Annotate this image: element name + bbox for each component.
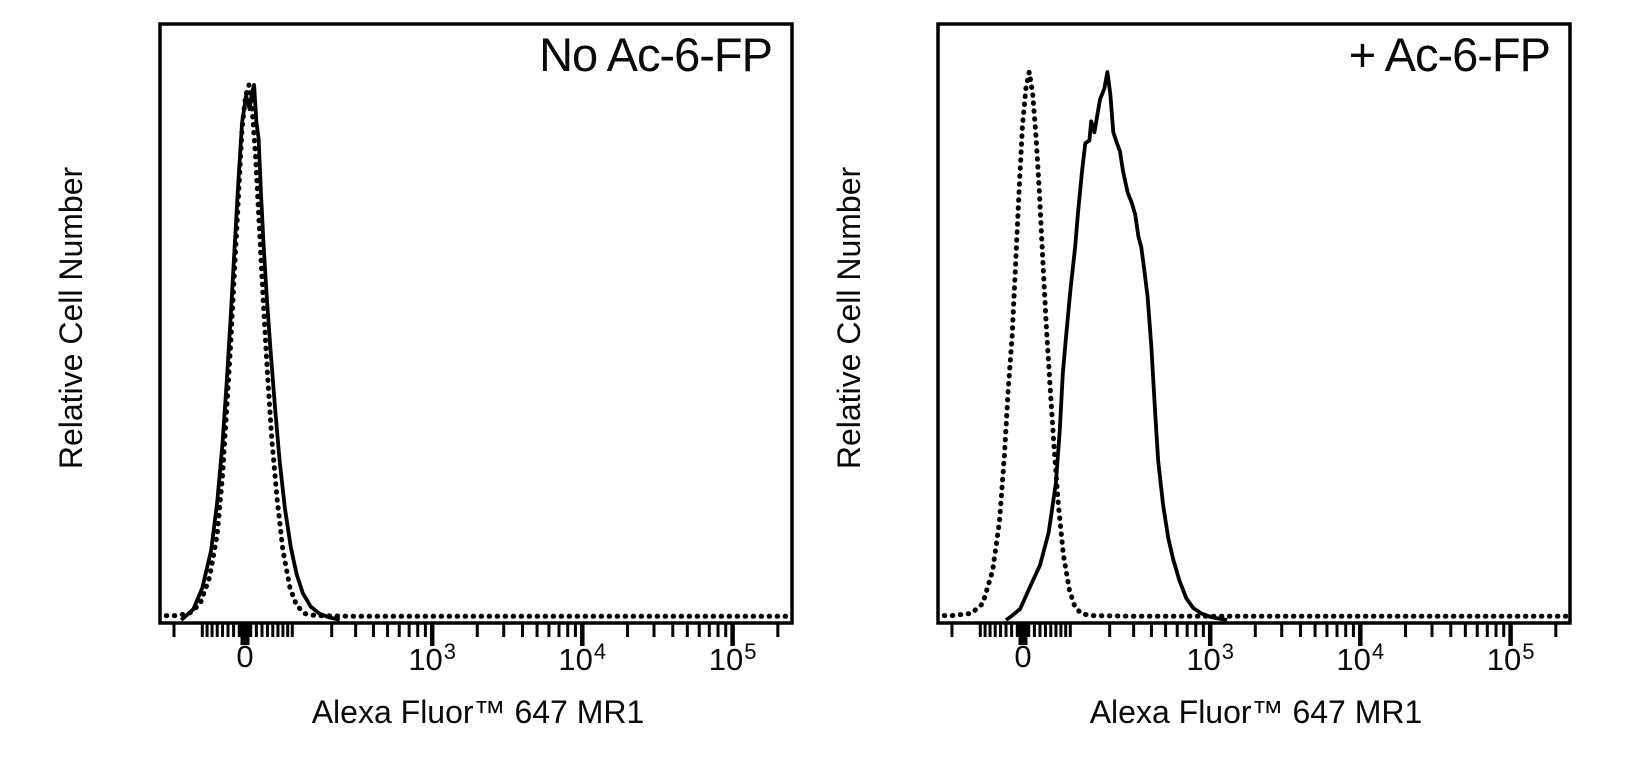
x-axis-tick-label: 103 — [408, 639, 457, 677]
panel-condition-title: + Ac-6-FP — [1348, 28, 1551, 81]
x-axis-tick-label: 105 — [1486, 639, 1535, 677]
panel-condition-title: No Ac-6-FP — [539, 28, 773, 81]
histogram-plot — [936, 22, 1572, 646]
plot-border — [936, 22, 1572, 625]
x-axis-label: Alexa Fluor™ 647 MR1 — [1089, 694, 1423, 730]
x-axis-tick-label: 104 — [1336, 639, 1385, 677]
x-axis-tick-label: 103 — [1186, 639, 1235, 677]
x-axis-label: Alexa Fluor™ 647 MR1 — [311, 694, 645, 730]
histogram-panel-plus-ac6fp: + Ac-6-FP Relative Cell Number Alexa Flu… — [778, 0, 1594, 764]
plot-border — [158, 22, 794, 625]
y-axis-label: Relative Cell Number — [53, 166, 89, 470]
histogram-plot — [158, 22, 794, 646]
stained-histogram-curve — [179, 83, 341, 622]
control-histogram-curve — [939, 69, 1569, 619]
histogram-panel-no-ac6fp: No Ac-6-FP Relative Cell Number Alexa Fl… — [0, 0, 816, 764]
stained-histogram-curve — [1004, 70, 1228, 622]
x-axis-tick-label: 0 — [236, 639, 254, 674]
x-axis-tick-label: 104 — [558, 639, 607, 677]
y-axis-label: Relative Cell Number — [831, 166, 867, 470]
control-histogram-curve — [161, 82, 791, 619]
x-axis-tick-label: 105 — [708, 639, 757, 677]
x-axis-tick-label: 0 — [1014, 639, 1032, 674]
